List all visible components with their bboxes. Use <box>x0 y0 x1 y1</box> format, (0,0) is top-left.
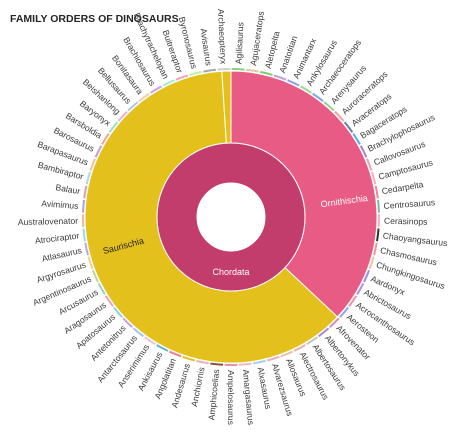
leaf-label: Archaeopteryx <box>216 9 229 66</box>
root-ring: Chordata <box>157 143 305 291</box>
leaf-label: Balaur <box>55 182 81 196</box>
leaf-label: Cedarpelta <box>381 179 424 196</box>
leaf-label: Agujaceratops <box>248 11 266 67</box>
leaf-label: Amphicoelias <box>206 369 221 421</box>
leaf-segment[interactable] <box>217 68 230 71</box>
leaf-label: Alxasaurus <box>255 366 273 410</box>
leaf-label: Anchiornis <box>189 366 207 407</box>
leaf-label: Chaoyangsaurus <box>382 230 448 248</box>
leaf-segment[interactable] <box>82 200 85 213</box>
leaf-segment[interactable] <box>82 214 84 227</box>
root-label: Chordata <box>212 267 249 277</box>
leaf-label: Atrociraptor <box>34 230 79 245</box>
leaf-label: Agilisaurus <box>233 22 245 64</box>
leaf-label: Ampelosaurus <box>226 370 236 425</box>
leaf-label: Cerasinops <box>384 216 428 227</box>
leaf-label: Avimimus <box>41 198 79 211</box>
leaf-label: Atlasaurus <box>41 245 83 264</box>
leaf-segment[interactable] <box>378 214 380 227</box>
leaf-label: Centrosaurus <box>383 197 435 211</box>
leaf-label: Avisaurus <box>199 28 214 67</box>
leaf-segment[interactable] <box>225 364 238 366</box>
leaf-segment[interactable] <box>232 68 245 71</box>
chart-title: FAMILY ORDERS OF DINOSAURS <box>10 13 179 25</box>
leaf-label: Australovenator <box>18 216 79 227</box>
leaf-label: Amargasaurus <box>241 369 256 426</box>
